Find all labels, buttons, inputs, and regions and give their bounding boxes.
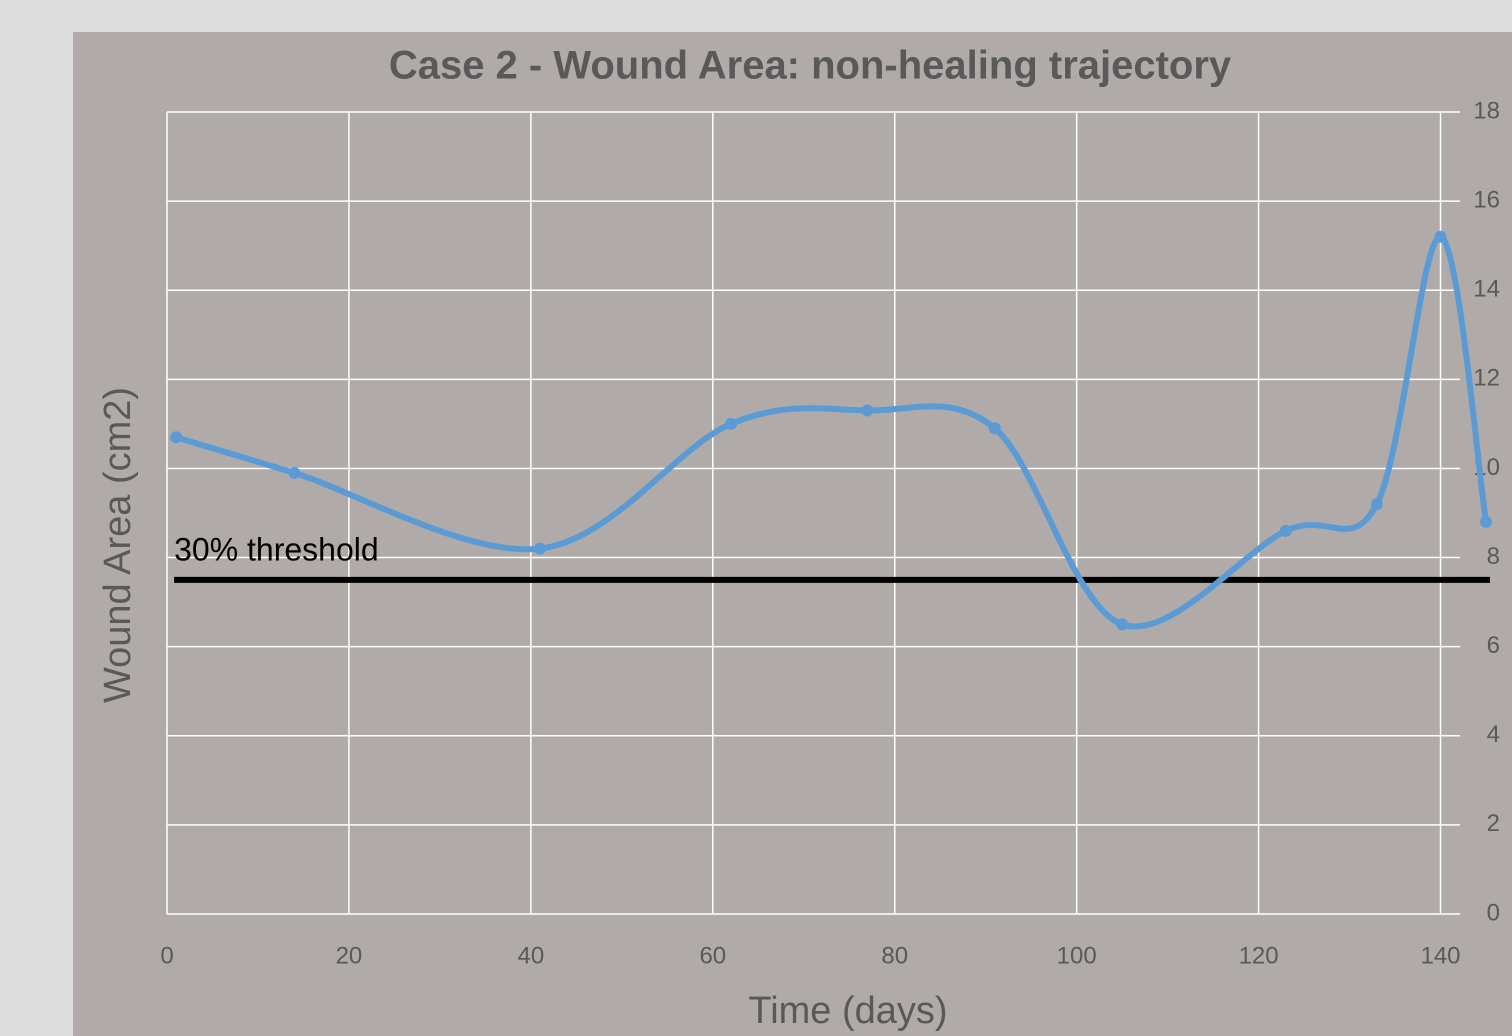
y-tick-label: 12 [1473, 365, 1500, 392]
x-tick-label: 120 [1239, 942, 1279, 969]
y-tick-label: 14 [1473, 276, 1500, 303]
chart-background [73, 32, 1512, 1036]
data-point [988, 422, 1001, 435]
x-tick-label: 140 [1420, 942, 1460, 969]
data-point [724, 417, 737, 430]
y-tick-label: 0 [1487, 899, 1500, 926]
threshold-label: 30% threshold [174, 531, 379, 567]
x-tick-label: 60 [699, 942, 726, 969]
x-tick-label: 0 [160, 942, 173, 969]
data-point [1116, 618, 1129, 631]
x-tick-label: 20 [336, 942, 363, 969]
chart-title: Case 2 - Wound Area: non-healing traject… [389, 44, 1232, 88]
y-tick-label: 8 [1487, 543, 1500, 570]
y-tick-label: 2 [1487, 810, 1500, 837]
data-point [1480, 515, 1492, 528]
y-tick-label: 16 [1473, 186, 1500, 213]
x-tick-label: 40 [518, 942, 545, 969]
x-tick-label: 80 [881, 942, 908, 969]
y-tick-label: 4 [1487, 721, 1500, 748]
y-tick-label: 18 [1473, 97, 1500, 124]
y-tick-label: 6 [1487, 632, 1500, 659]
x-axis-label: Time (days) [748, 990, 947, 1032]
data-point [861, 404, 874, 417]
data-point [1434, 230, 1447, 243]
data-point [533, 542, 546, 555]
data-point [288, 466, 301, 479]
data-point [170, 431, 183, 444]
y-axis-label: Wound Area (cm2) [97, 387, 139, 703]
x-tick-label: 100 [1057, 942, 1097, 969]
data-point [1279, 524, 1292, 537]
data-line [175, 233, 1489, 630]
data-point [1370, 498, 1383, 511]
